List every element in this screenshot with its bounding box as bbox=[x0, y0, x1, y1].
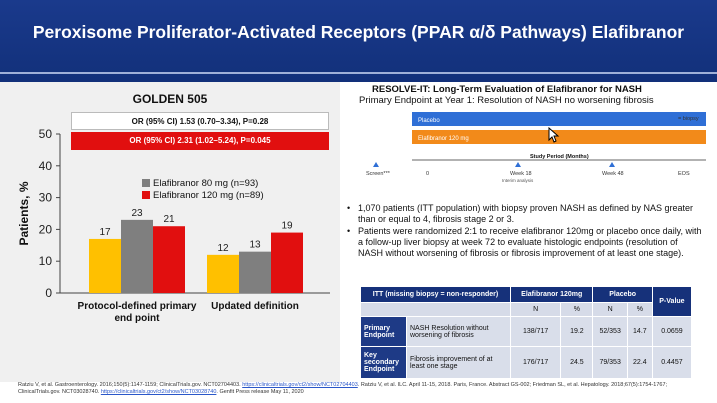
timeline-axis-title: Study Period (Months) bbox=[530, 154, 589, 160]
week48-biopsy-marker bbox=[609, 162, 615, 167]
table-row: Primary Endpoint NASH Resolution without… bbox=[360, 316, 693, 347]
y-tick-label: 10 bbox=[39, 254, 53, 268]
header-divider bbox=[0, 72, 717, 74]
bullet-randomization: Patients were randomized 2:1 to receive … bbox=[344, 226, 704, 259]
bar-chart: 0 10 20 30 40 50 Patients, % 17 23 21 Protocol-def… bbox=[17, 127, 330, 324]
bar-value-label: 17 bbox=[99, 227, 111, 238]
interim-analysis-label: Interim analysis bbox=[502, 178, 534, 183]
x-category-label: end point bbox=[115, 313, 161, 324]
table-subhead-elaf-n: N bbox=[509, 302, 562, 317]
table-head-pvalue: P-Value bbox=[651, 286, 693, 317]
row-elaf-pct: 19.2 bbox=[560, 316, 594, 347]
y-tick-label: 20 bbox=[39, 222, 53, 236]
mouse-cursor-icon bbox=[548, 127, 560, 143]
screen-label: Screen*** bbox=[366, 171, 391, 177]
chart-title: GOLDEN 505 bbox=[132, 92, 208, 106]
legend-swatch bbox=[142, 179, 150, 187]
bar bbox=[121, 219, 153, 293]
bar bbox=[207, 254, 239, 293]
bullet-population: 1,070 patients (ITT population) with bio… bbox=[344, 203, 704, 225]
elafibranor-arm-label: Elafibranor 120 mg bbox=[418, 136, 469, 142]
row-pvalue: 0.4457 bbox=[651, 346, 693, 379]
legend-label: Elafibranor 120 mg (n=89) bbox=[153, 190, 264, 201]
placebo-arm-bar bbox=[412, 112, 706, 126]
references-footer: Ratziu V, et al. Gastroenterology. 2016;… bbox=[18, 382, 708, 396]
table-subhead-plc-pct: % bbox=[626, 302, 653, 317]
legend-swatch bbox=[142, 191, 150, 199]
y-tick-label: 30 bbox=[39, 191, 53, 205]
bar-value-label: 23 bbox=[131, 208, 143, 219]
footer-link-nct02704403[interactable]: https://clinicaltrials.gov/ct2/show/NCT0… bbox=[242, 382, 358, 388]
bar-value-label: 13 bbox=[249, 240, 261, 251]
row-pvalue: 0.0659 bbox=[651, 316, 693, 347]
results-table: ITT (missing biopsy = non-responder) Ela… bbox=[360, 286, 693, 379]
bar-value-label: 19 bbox=[281, 221, 293, 232]
bar bbox=[153, 226, 185, 293]
week18-biopsy-marker bbox=[515, 162, 521, 167]
x-category-label: Protocol-defined primary bbox=[78, 301, 197, 312]
x-category-label: Updated definition bbox=[211, 301, 299, 312]
week48-label: Week 48 bbox=[602, 171, 624, 177]
timeline-zero-label: 0 bbox=[426, 171, 429, 177]
y-axis-label: Patients, % bbox=[17, 181, 31, 245]
y-tick-label: 50 bbox=[39, 127, 53, 141]
row-description: Fibrosis improvement of at least one sta… bbox=[406, 346, 511, 379]
bar bbox=[89, 238, 121, 293]
study-bullets: 1,070 patients (ITT population) with bio… bbox=[344, 203, 704, 260]
bar bbox=[271, 232, 303, 293]
resolve-it-subtitle: Primary Endpoint at Year 1: Resolution o… bbox=[359, 95, 654, 106]
table-subhead-elaf-pct: % bbox=[560, 302, 594, 317]
placebo-arm-label: Placebo bbox=[418, 118, 440, 124]
resolve-it-title: RESOLVE-IT: Long-Term Evaluation of Elaf… bbox=[372, 84, 642, 95]
eos-label: EOS bbox=[678, 171, 690, 177]
row-placebo-pct: 14.7 bbox=[626, 316, 653, 347]
footer-link-nct03028740[interactable]: https://clinicaltrials.gov/ct2/show/NCT0… bbox=[100, 389, 217, 395]
biopsy-legend-label: = biopsy bbox=[678, 116, 699, 122]
row-placebo-pct: 22.4 bbox=[626, 346, 653, 379]
screen-biopsy-marker bbox=[373, 162, 379, 167]
odds-ratio-120mg: OR (95% CI) 2.31 (1.02–5.24), P=0.045 bbox=[71, 132, 329, 150]
table-row: Key secondary Endpoint Fibrosis improvem… bbox=[360, 346, 693, 379]
footer-text-3: . Genfit Press release May 11, 2020 bbox=[216, 389, 304, 395]
table-head-elafibranor: Elafibranor 120mg bbox=[509, 286, 594, 303]
row-elaf-n: 138/717 bbox=[509, 316, 562, 347]
table-head-itt: ITT (missing biopsy = non-responder) bbox=[360, 286, 511, 303]
odds-ratio-80mg: OR (95% CI) 1.53 (0.70–3.34), P=0.28 bbox=[71, 112, 329, 130]
table-subhead-blank bbox=[360, 302, 511, 317]
bar bbox=[239, 251, 271, 293]
y-tick-label: 0 bbox=[45, 286, 52, 300]
row-placebo-n: 79/353 bbox=[592, 346, 628, 379]
table-head-placebo: Placebo bbox=[592, 286, 653, 303]
slide-title: Peroxisome Proliferator-Activated Recept… bbox=[32, 22, 685, 42]
bar-value-label: 12 bbox=[217, 243, 229, 254]
row-description: NASH Resolution without worsening of fib… bbox=[406, 316, 511, 347]
row-label: Primary Endpoint bbox=[360, 316, 407, 347]
week18-label: Week 18 bbox=[510, 171, 532, 177]
row-elaf-n: 176/717 bbox=[509, 346, 562, 379]
bar-value-label: 21 bbox=[163, 214, 175, 225]
elafibranor-arm-bar bbox=[412, 130, 706, 144]
row-placebo-n: 52/353 bbox=[592, 316, 628, 347]
footer-text-2: . Ratziu V, et al. ILC. April 11-15, 201… bbox=[18, 382, 668, 395]
slide-header: Peroxisome Proliferator-Activated Recept… bbox=[0, 0, 717, 82]
row-elaf-pct: 24.5 bbox=[560, 346, 594, 379]
table-subhead-plc-n: N bbox=[592, 302, 628, 317]
legend-label: Elafibranor 80 mg (n=93) bbox=[153, 178, 258, 189]
biopsy-legend-icon bbox=[669, 115, 675, 120]
footer-text-1: Ratziu V, et al. Gastroenterology. 2016;… bbox=[18, 382, 243, 388]
y-tick-label: 40 bbox=[39, 159, 53, 173]
row-label: Key secondary Endpoint bbox=[360, 346, 407, 379]
study-design-diagram: Placebo Elafibranor 120 mg = biopsy Stud… bbox=[366, 112, 706, 183]
